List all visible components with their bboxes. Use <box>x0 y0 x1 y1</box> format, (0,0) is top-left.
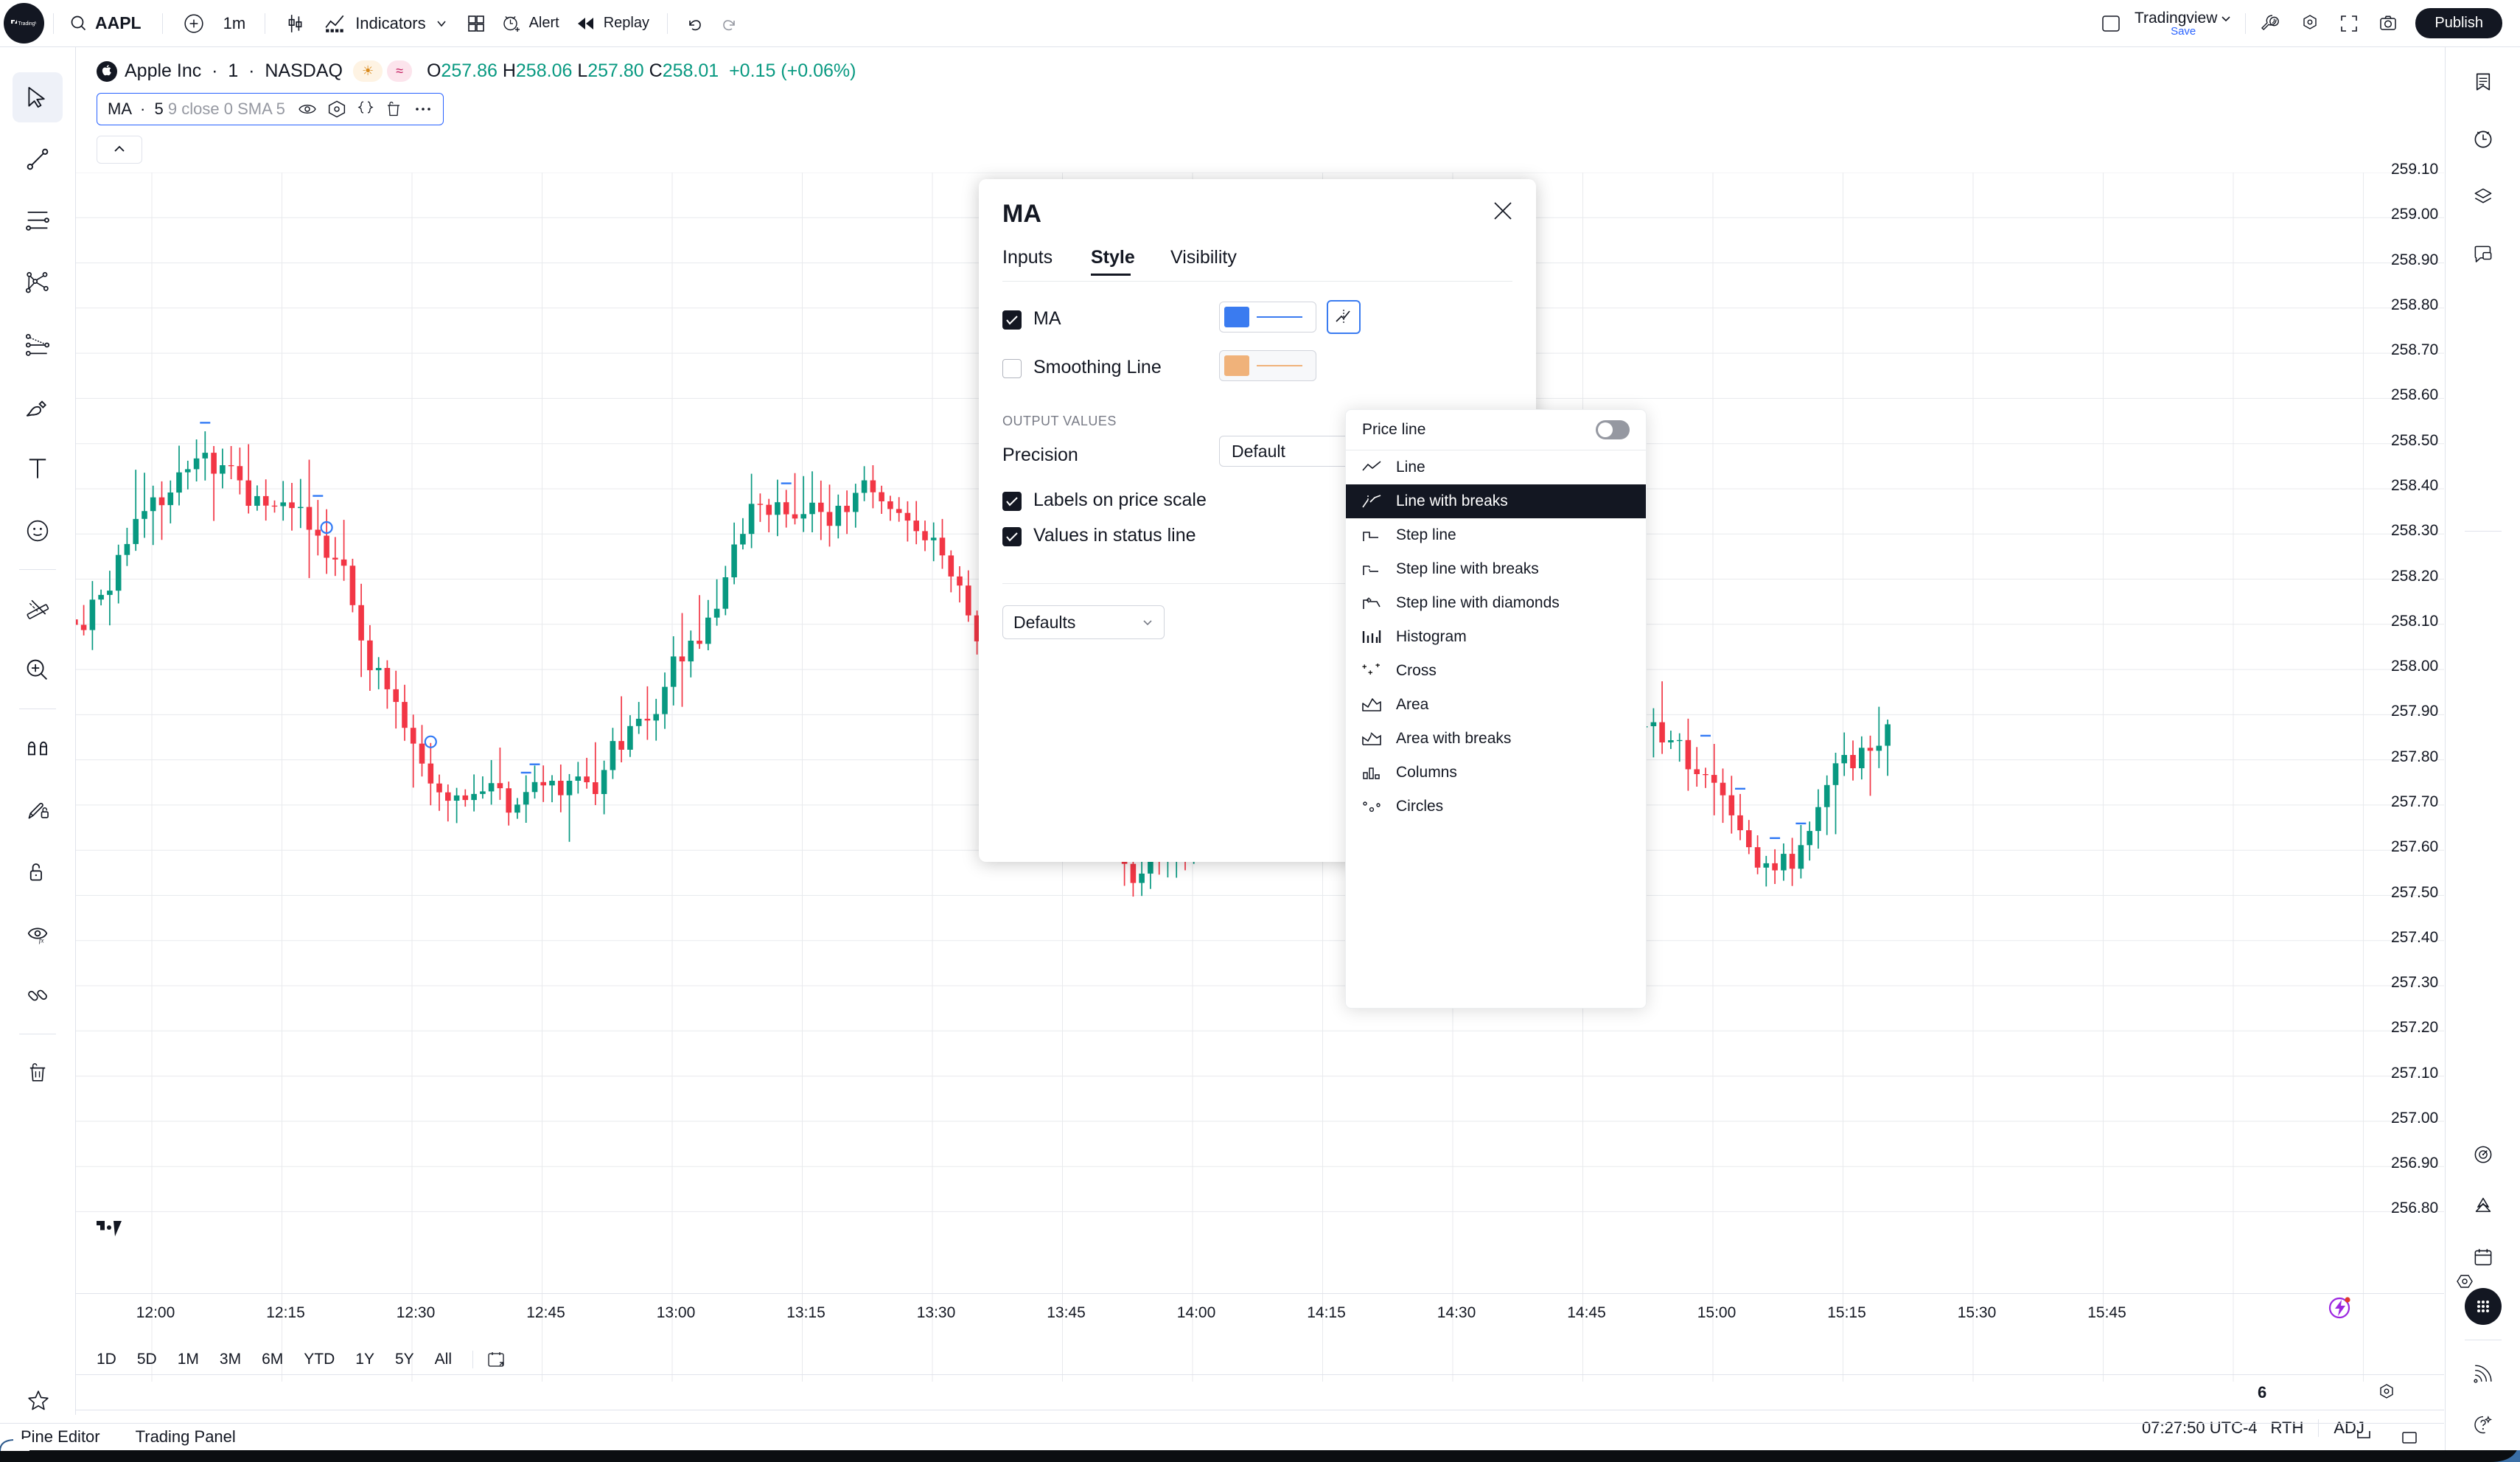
svg-text:+: + <box>1375 664 1380 670</box>
svg-text:fx: fx <box>39 938 45 944</box>
svg-text:+: + <box>1368 669 1372 678</box>
svg-text:TradingView: TradingView <box>18 21 37 27</box>
svg-text:+: + <box>1362 664 1367 672</box>
